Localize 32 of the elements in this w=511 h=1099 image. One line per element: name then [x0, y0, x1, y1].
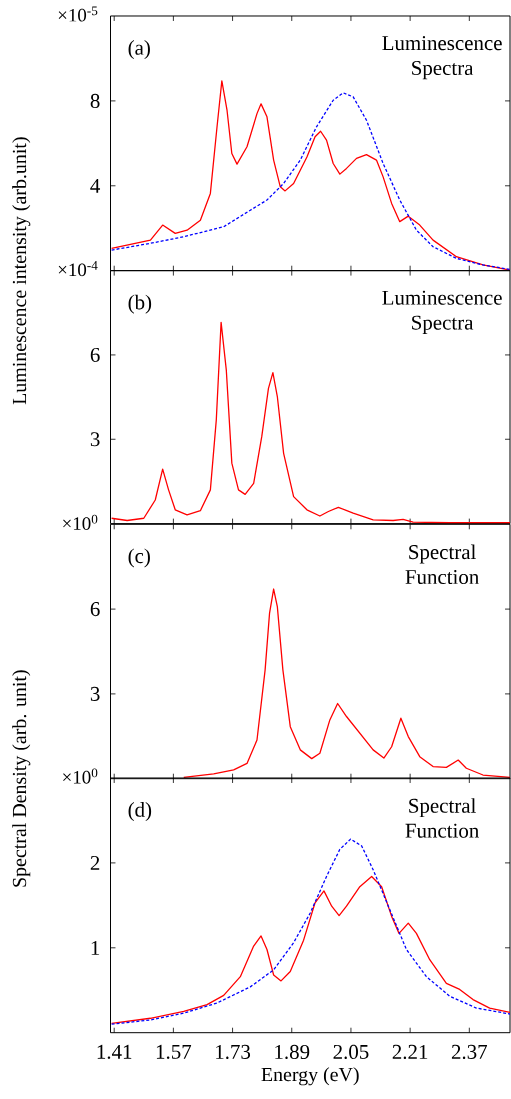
x-axis-title: Energy (eV) [261, 1067, 359, 1086]
x-tick-label: 1.89 [275, 1044, 310, 1060]
line-series [110, 875, 510, 1025]
annotation: Spectral Function [405, 544, 479, 585]
x-tick-label: 2.21 [392, 1044, 428, 1059]
y-tick-label: 3 [90, 432, 100, 447]
annotation: (c) [128, 548, 150, 568]
text: ×10$^{-5}$ [58, 6, 98, 22]
x-tick-label: 2.37 [451, 1044, 488, 1059]
y-tick-label: 1 [91, 940, 100, 955]
y-tick-label: 2 [90, 855, 100, 870]
y-axis-title: Spectral Density (arb. unit) [12, 670, 31, 887]
x-tick-label: 1.41 [97, 1044, 132, 1059]
y-tick-label: 4 [90, 178, 101, 193]
text: ×10$^{0}$ [63, 514, 98, 530]
y-axis-title: Luminescence intensity (arb.unit) [12, 137, 31, 405]
y-tick-label: 6 [90, 602, 100, 617]
x-tick-label: 1.57 [156, 1044, 192, 1059]
y-tick-label: 6 [90, 347, 100, 362]
annotation: (d) [128, 802, 152, 822]
annotation: Luminescence Spectra [382, 290, 502, 334]
x-tick-label: 1.73 [216, 1044, 251, 1059]
annotation: Spectral Function [405, 798, 479, 838]
annotation: (b) [128, 294, 152, 314]
y-tick-label: 8 [90, 93, 100, 108]
text: ×10$^{0}$ [63, 768, 98, 784]
line-series [110, 838, 510, 1025]
annotation: Luminescence Spectra [382, 36, 502, 80]
annotation: (a) [128, 40, 150, 60]
y-tick-label: 3 [90, 686, 100, 701]
text: ×10$^{-4}$ [58, 261, 98, 277]
x-tick-label: 2.05 [333, 1044, 369, 1060]
